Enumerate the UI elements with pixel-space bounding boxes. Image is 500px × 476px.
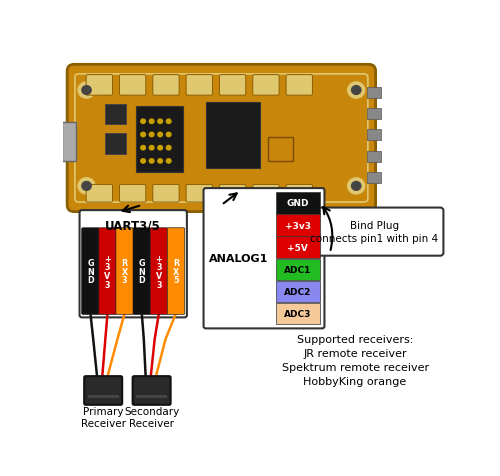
Bar: [366, 88, 382, 99]
Text: G
N
D: G N D: [138, 258, 145, 285]
Bar: [366, 173, 382, 184]
Text: ADC1: ADC1: [284, 265, 312, 274]
Circle shape: [158, 146, 162, 150]
Circle shape: [141, 120, 146, 124]
Text: UART3/5: UART3/5: [106, 219, 161, 232]
Circle shape: [348, 83, 365, 99]
Text: Bind Plug
connects pin1 with pin 4: Bind Plug connects pin1 with pin 4: [310, 220, 438, 244]
FancyBboxPatch shape: [150, 228, 168, 315]
Bar: [88, 395, 118, 398]
Text: R
X
3: R X 3: [122, 258, 128, 285]
Bar: [206, 103, 260, 169]
Circle shape: [150, 133, 154, 138]
Bar: [276, 303, 320, 325]
FancyBboxPatch shape: [286, 76, 312, 96]
Circle shape: [141, 133, 146, 138]
Text: ANALOG1: ANALOG1: [209, 254, 268, 264]
Text: ADC3: ADC3: [284, 309, 312, 318]
Circle shape: [78, 178, 95, 195]
Circle shape: [352, 182, 361, 191]
FancyBboxPatch shape: [116, 228, 134, 315]
Circle shape: [150, 159, 154, 164]
Bar: [136, 395, 167, 398]
FancyBboxPatch shape: [80, 211, 187, 317]
FancyBboxPatch shape: [84, 377, 122, 405]
Circle shape: [82, 87, 91, 95]
Circle shape: [158, 120, 162, 124]
Circle shape: [166, 120, 171, 124]
FancyBboxPatch shape: [153, 76, 179, 96]
FancyBboxPatch shape: [120, 76, 146, 96]
Circle shape: [166, 146, 171, 150]
Text: Secondary
Receiver: Secondary Receiver: [124, 407, 179, 428]
Text: +
3
V
3: + 3 V 3: [156, 254, 162, 289]
FancyBboxPatch shape: [86, 76, 113, 96]
FancyBboxPatch shape: [168, 228, 185, 315]
FancyBboxPatch shape: [253, 185, 279, 203]
FancyBboxPatch shape: [99, 228, 116, 315]
Bar: [366, 130, 382, 141]
Circle shape: [78, 83, 95, 99]
Bar: [276, 281, 320, 303]
Circle shape: [158, 133, 162, 138]
Circle shape: [352, 87, 361, 95]
Bar: [276, 237, 320, 258]
FancyBboxPatch shape: [186, 76, 212, 96]
Circle shape: [150, 120, 154, 124]
Text: R
X
5: R X 5: [173, 258, 179, 285]
Bar: [105, 134, 126, 154]
Circle shape: [166, 159, 171, 164]
Bar: [105, 105, 126, 125]
FancyBboxPatch shape: [204, 188, 324, 329]
FancyBboxPatch shape: [253, 76, 279, 96]
FancyBboxPatch shape: [306, 208, 444, 256]
Bar: [366, 151, 382, 162]
Text: +5V: +5V: [288, 243, 308, 252]
Bar: [276, 215, 320, 236]
FancyBboxPatch shape: [153, 185, 179, 203]
Circle shape: [150, 146, 154, 150]
Text: +3v3: +3v3: [285, 221, 311, 230]
FancyBboxPatch shape: [133, 228, 150, 315]
Text: Primary
Receiver: Primary Receiver: [80, 407, 126, 428]
Circle shape: [141, 146, 146, 150]
Bar: [136, 107, 182, 173]
Circle shape: [348, 178, 365, 195]
FancyBboxPatch shape: [132, 377, 170, 405]
Text: GND: GND: [286, 199, 309, 208]
FancyBboxPatch shape: [286, 185, 312, 203]
Text: Supported receivers:
JR remote receiver
Spektrum remote receiver
HobbyKing orang: Supported receivers: JR remote receiver …: [282, 334, 428, 386]
Circle shape: [141, 159, 146, 164]
Bar: [268, 138, 293, 161]
FancyBboxPatch shape: [220, 76, 246, 96]
Bar: [276, 193, 320, 214]
FancyBboxPatch shape: [186, 185, 212, 203]
Circle shape: [82, 182, 91, 191]
Bar: [366, 109, 382, 120]
Text: G
N
D: G N D: [87, 258, 94, 285]
Circle shape: [166, 133, 171, 138]
FancyBboxPatch shape: [67, 65, 376, 212]
FancyBboxPatch shape: [120, 185, 146, 203]
FancyBboxPatch shape: [220, 185, 246, 203]
FancyBboxPatch shape: [86, 185, 113, 203]
Text: ADC2: ADC2: [284, 288, 312, 297]
FancyBboxPatch shape: [82, 228, 99, 315]
Bar: [62, 123, 76, 161]
Text: +
3
V
3: + 3 V 3: [104, 254, 111, 289]
Circle shape: [158, 159, 162, 164]
Bar: [276, 259, 320, 280]
